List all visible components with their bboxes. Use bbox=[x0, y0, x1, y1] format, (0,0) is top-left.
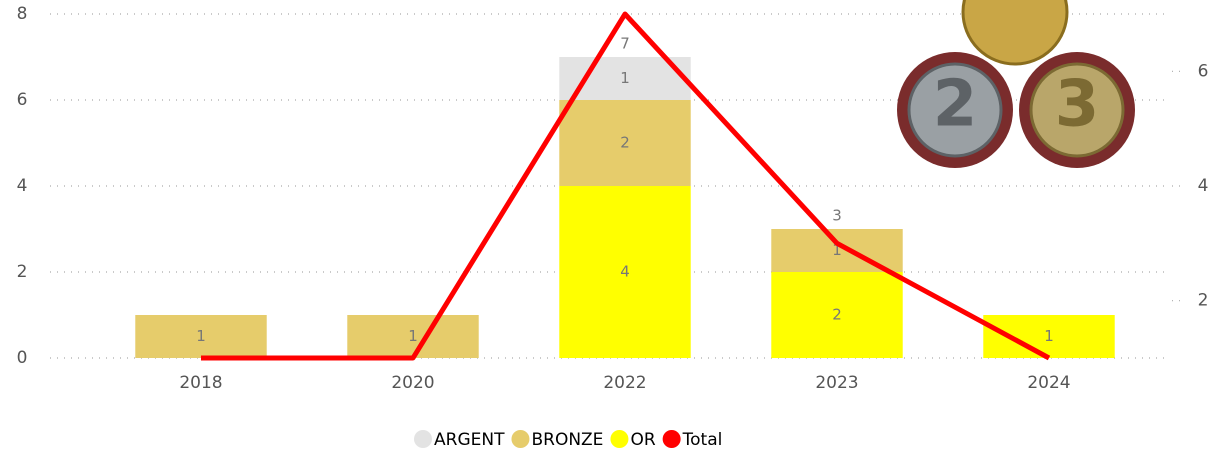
bar-label: 1 bbox=[408, 327, 418, 345]
medal-illustration: 2 3 bbox=[897, 0, 1135, 168]
x-tick-label: 2024 bbox=[1027, 373, 1070, 393]
legend-marker bbox=[663, 430, 681, 448]
total-label: 3 bbox=[832, 207, 842, 225]
y2-tick-label: 4 bbox=[1198, 176, 1209, 196]
total-label: 7 bbox=[620, 35, 630, 53]
svg-text:2: 2 bbox=[933, 68, 978, 142]
bar-label: 1 bbox=[196, 327, 206, 345]
x-tick-label: 2018 bbox=[179, 373, 222, 393]
y-tick-label: 6 bbox=[17, 90, 28, 110]
chart: 02468246201812020120224217202321320241AR… bbox=[0, 0, 1210, 454]
y-tick-label: 2 bbox=[17, 262, 28, 282]
legend-label: BRONZE bbox=[531, 430, 603, 450]
x-tick-label: 2020 bbox=[391, 373, 434, 393]
y-tick-label: 0 bbox=[17, 348, 28, 368]
y2-tick-label: 6 bbox=[1198, 61, 1209, 81]
legend-label: Total bbox=[682, 430, 723, 450]
x-tick-label: 2022 bbox=[603, 373, 646, 393]
bar-label: 4 bbox=[620, 263, 630, 281]
legend-marker bbox=[414, 430, 432, 448]
y-tick-label: 4 bbox=[17, 176, 28, 196]
svg-text:3: 3 bbox=[1055, 68, 1100, 142]
plot: 02468246201812020120224217202321320241AR… bbox=[17, 4, 1209, 450]
y-tick-label: 8 bbox=[17, 4, 28, 24]
bar-label: 1 bbox=[620, 69, 630, 87]
bar-label: 1 bbox=[1044, 327, 1054, 345]
legend-marker bbox=[511, 430, 529, 448]
bar-label: 2 bbox=[832, 306, 842, 324]
bar-label: 2 bbox=[620, 134, 630, 152]
legend-label: OR bbox=[630, 430, 655, 450]
y2-tick-label: 2 bbox=[1198, 291, 1209, 311]
x-tick-label: 2023 bbox=[815, 373, 858, 393]
legend-marker bbox=[610, 430, 628, 448]
legend-label: ARGENT bbox=[434, 430, 505, 450]
